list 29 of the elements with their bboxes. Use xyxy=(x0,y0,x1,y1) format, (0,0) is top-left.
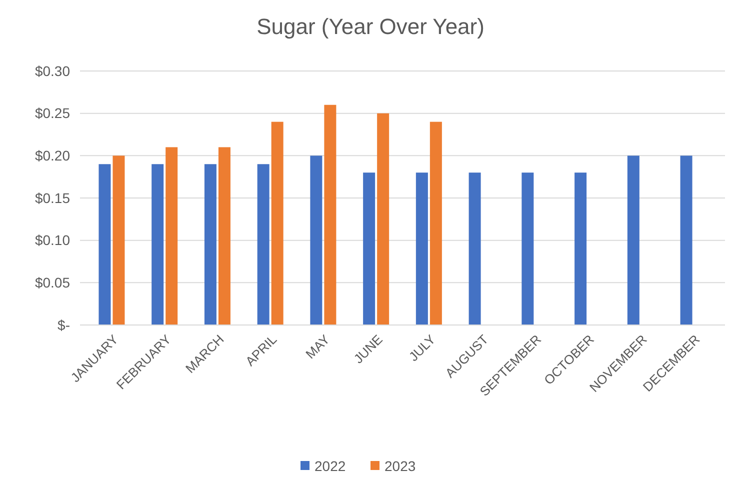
bar xyxy=(363,172,376,325)
y-tick-label: $- xyxy=(58,316,70,333)
bar xyxy=(324,104,336,325)
bar xyxy=(218,147,230,325)
bar xyxy=(416,172,428,325)
y-tick-label: $0.20 xyxy=(34,148,70,164)
bar xyxy=(468,172,481,325)
bar xyxy=(574,172,587,325)
y-tick-label: $0.15 xyxy=(34,190,70,206)
chart-title: Sugar (Year Over Year) xyxy=(256,14,484,39)
bar xyxy=(310,156,322,325)
y-tick-label: $0.10 xyxy=(34,232,70,248)
bar xyxy=(271,122,284,325)
bar xyxy=(98,164,111,325)
y-tick-label: $0.30 xyxy=(34,62,70,79)
legend-label: 2023 xyxy=(384,458,416,474)
bar xyxy=(627,156,640,325)
bar xyxy=(166,147,178,325)
legend-label: 2022 xyxy=(314,458,346,474)
bar xyxy=(430,122,442,325)
bar xyxy=(152,164,164,325)
y-tick-label: $0.25 xyxy=(34,105,70,122)
bar xyxy=(112,156,125,325)
bar xyxy=(680,156,692,325)
bar xyxy=(204,164,216,325)
bar xyxy=(522,172,534,325)
bar xyxy=(377,113,390,325)
y-tick-label: $0.05 xyxy=(34,274,70,291)
bar xyxy=(257,164,270,325)
